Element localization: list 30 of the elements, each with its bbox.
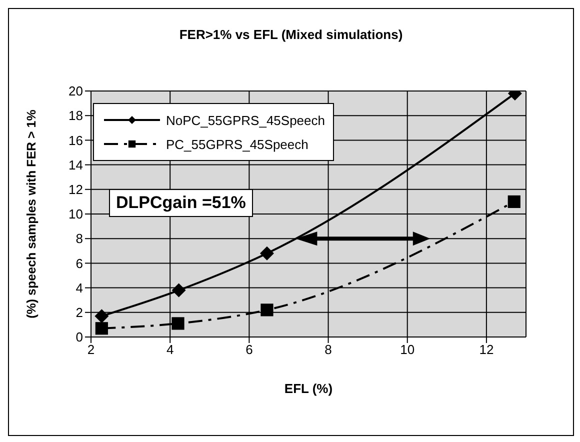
annotation: DLPCgain =51% (109, 189, 253, 218)
x-tick-label: 4 (166, 342, 174, 358)
x-tick-label: 12 (479, 342, 494, 358)
y-tick-label: 18 (68, 108, 83, 124)
y-tick-label: 12 (68, 182, 83, 198)
chart-title: FER>1% vs EFL (Mixed simulations) (178, 27, 404, 42)
point (260, 246, 274, 260)
point (172, 283, 186, 298)
point (172, 317, 184, 330)
x-tick-label: 6 (246, 342, 253, 358)
y-tick-label: 16 (68, 132, 83, 148)
y-tick-label: 0 (76, 330, 83, 345)
y-tick-label: 6 (76, 256, 83, 271)
y-tick-label: 2 (76, 305, 83, 320)
x-tick-label: 10 (400, 342, 415, 358)
y-tick-label: 8 (76, 231, 83, 246)
y-axis-title: (%) speech samples with FER > 1% (24, 110, 38, 318)
y-tick-label: 4 (76, 280, 83, 296)
point (95, 322, 108, 335)
legend-label: NoPC_55GPRS_45Speech (166, 112, 325, 128)
y-tick-label: 10 (68, 206, 83, 222)
legend-label: PC_55GPRS_45Speech (166, 136, 308, 152)
y-tick-label: 20 (68, 84, 83, 99)
point (508, 195, 520, 208)
point (260, 304, 274, 316)
x-tick-label: 2 (87, 342, 95, 358)
x-axis-title: EFL (%) (284, 381, 333, 396)
point (94, 309, 109, 324)
x-tick-label: 8 (324, 342, 332, 358)
y-tick-label: 14 (68, 157, 83, 172)
